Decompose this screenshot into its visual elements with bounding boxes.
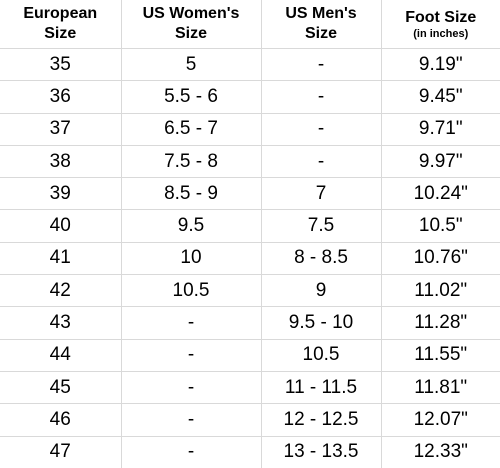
foot-size-cell: 10.24": [381, 178, 500, 210]
us-mens-size-cell: -: [261, 145, 381, 177]
us-mens-size-cell: 13 - 13.5: [261, 436, 381, 468]
foot-size-cell: 11.81": [381, 371, 500, 403]
european-size-cell: 36: [0, 81, 121, 113]
us-mens-size-cell: 12 - 12.5: [261, 404, 381, 436]
foot-size-cell: 11.02": [381, 275, 500, 307]
header-sublabel: (in inches): [382, 28, 500, 41]
header-label-line2: Size: [305, 25, 337, 42]
us-mens-size-cell: 8 - 8.5: [261, 242, 381, 274]
foot-size-cell: 9.45": [381, 81, 500, 113]
european-size-cell: 46: [0, 404, 121, 436]
header-label-line1: US Women's: [143, 5, 240, 22]
european-size-cell: 39: [0, 178, 121, 210]
us-womens-size-cell: 5: [121, 49, 261, 81]
us-mens-size-cell: 9: [261, 275, 381, 307]
us-mens-size-cell: 10.5: [261, 339, 381, 371]
us-mens-size-cell: 7.5: [261, 210, 381, 242]
european-size-cell: 44: [0, 339, 121, 371]
foot-size-cell: 9.71": [381, 113, 500, 145]
european-size-cell: 37: [0, 113, 121, 145]
foot-size-cell: 10.76": [381, 242, 500, 274]
european-size-cell: 35: [0, 49, 121, 81]
us-mens-size-cell: -: [261, 81, 381, 113]
us-womens-size-cell: 9.5: [121, 210, 261, 242]
us-womens-size-cell: 10.5: [121, 275, 261, 307]
header-label-line1: European: [23, 5, 97, 22]
header-label-line1: Foot Size: [405, 9, 476, 26]
header-european-size: European Size: [0, 0, 121, 49]
us-mens-size-cell: 7: [261, 178, 381, 210]
foot-size-cell: 11.28": [381, 307, 500, 339]
us-mens-size-cell: 11 - 11.5: [261, 371, 381, 403]
us-womens-size-cell: -: [121, 339, 261, 371]
header-row: European Size US Women's Size US Men's S…: [0, 0, 500, 49]
us-womens-size-cell: -: [121, 404, 261, 436]
header-label-line1: US Men's: [285, 5, 356, 22]
foot-size-cell: 11.55": [381, 339, 500, 371]
us-mens-size-cell: 9.5 - 10: [261, 307, 381, 339]
us-mens-size-cell: -: [261, 49, 381, 81]
us-womens-size-cell: 6.5 - 7: [121, 113, 261, 145]
header-us-mens-size: US Men's Size: [261, 0, 381, 49]
us-mens-size-cell: -: [261, 113, 381, 145]
us-womens-size-cell: -: [121, 307, 261, 339]
european-size-cell: 42: [0, 275, 121, 307]
european-size-cell: 43: [0, 307, 121, 339]
european-size-cell: 47: [0, 436, 121, 468]
european-size-cell: 38: [0, 145, 121, 177]
header-us-womens-size: US Women's Size: [121, 0, 261, 49]
us-womens-size-cell: -: [121, 436, 261, 468]
foot-size-cell: 9.19": [381, 49, 500, 81]
table-header: European Size US Women's Size US Men's S…: [0, 0, 500, 49]
header-label-line2: Size: [175, 25, 207, 42]
us-womens-size-cell: 5.5 - 6: [121, 81, 261, 113]
us-womens-size-cell: 10: [121, 242, 261, 274]
foot-size-cell: 12.07": [381, 404, 500, 436]
foot-size-cell: 9.97": [381, 145, 500, 177]
us-womens-size-cell: 7.5 - 8: [121, 145, 261, 177]
european-size-cell: 45: [0, 371, 121, 403]
header-label-line2: Size: [44, 25, 76, 42]
european-size-cell: 40: [0, 210, 121, 242]
header-foot-size: Foot Size (in inches): [381, 0, 500, 49]
us-womens-size-cell: 8.5 - 9: [121, 178, 261, 210]
us-womens-size-cell: -: [121, 371, 261, 403]
european-size-cell: 41: [0, 242, 121, 274]
foot-size-cell: 10.5": [381, 210, 500, 242]
foot-size-cell: 12.33": [381, 436, 500, 468]
